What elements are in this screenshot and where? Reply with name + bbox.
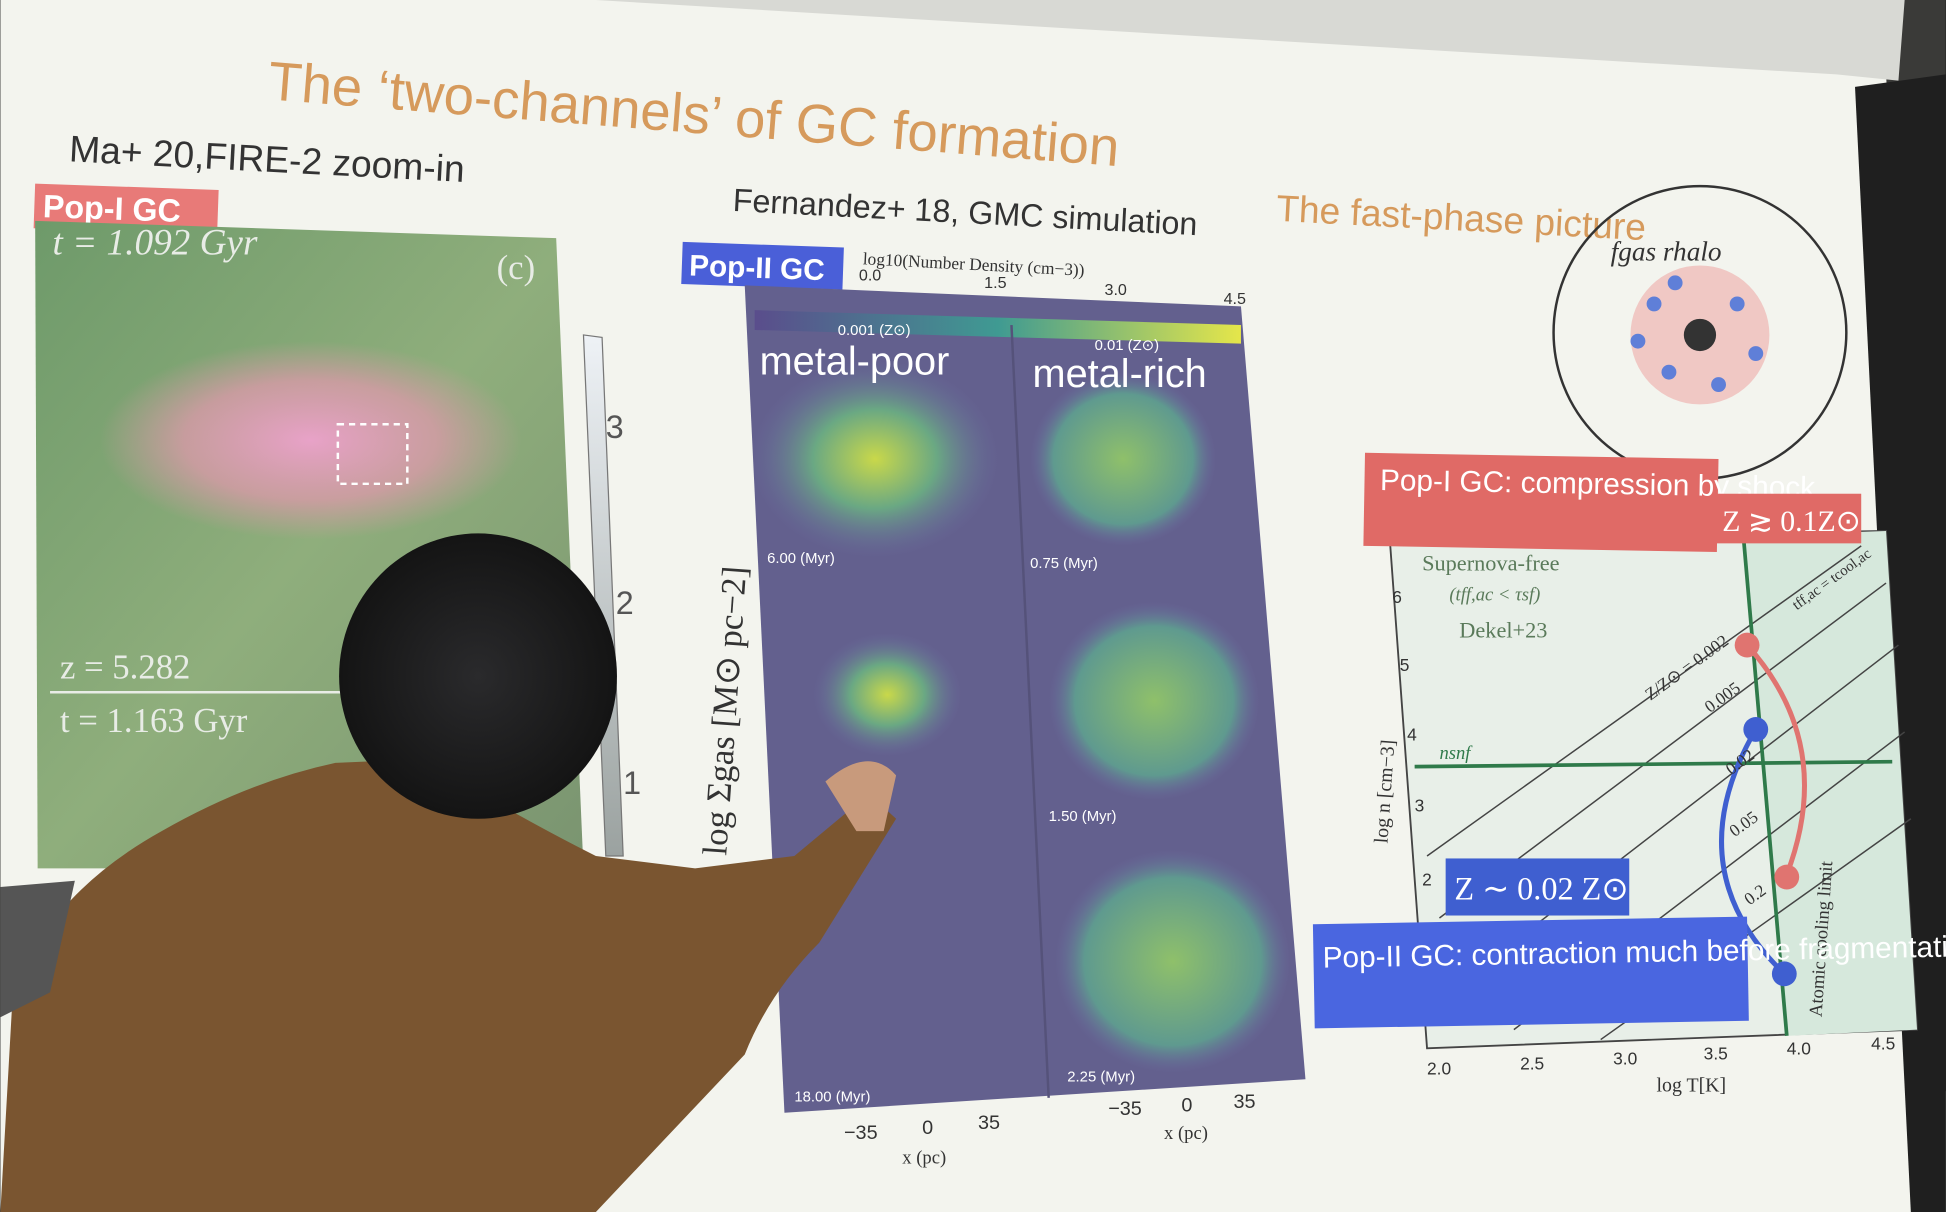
- colorbar: [754, 310, 1241, 344]
- x-label: x (pc): [1164, 1123, 1208, 1144]
- chair: [0, 880, 75, 1018]
- tag-box: [681, 241, 844, 290]
- pop1-z: Z ≳ 0.1Z⊙: [1722, 505, 1860, 538]
- gas-blob: [1048, 601, 1260, 801]
- point: [1734, 632, 1760, 658]
- clump: [1661, 364, 1677, 380]
- x-tick: 2.0: [1427, 1058, 1451, 1078]
- time-label: 18.00 (Myr): [794, 1090, 870, 1106]
- colorbar-tick: 2: [616, 585, 634, 621]
- pop2-arrow: [1719, 728, 1787, 976]
- x-tick: −35: [1108, 1098, 1142, 1120]
- nsnf-label: nsnf: [1439, 743, 1473, 764]
- presenter-hand: [825, 761, 897, 832]
- gas-blob: [1054, 849, 1291, 1074]
- clump: [1748, 346, 1764, 361]
- x-tick: 4.0: [1787, 1038, 1811, 1058]
- y-tick: 5: [1400, 655, 1410, 675]
- time-bottom: t = 1.163 Gyr: [60, 701, 248, 740]
- gas-blob: [812, 632, 962, 757]
- x-tick: 0: [922, 1117, 933, 1139]
- x-tick: 35: [1234, 1091, 1256, 1113]
- y-tick: 6: [1392, 587, 1402, 607]
- x-tick: 3.5: [1704, 1043, 1728, 1063]
- time-label: 6.00 (Myr): [767, 551, 835, 567]
- clump: [1630, 333, 1646, 349]
- halo-label: fgas rhalo: [1611, 237, 1722, 267]
- clumps: [1630, 275, 1764, 393]
- pop2-z-box: [1445, 858, 1630, 916]
- x-label: x (pc): [902, 1148, 946, 1169]
- clump: [1667, 275, 1683, 291]
- colorbar-tick: 4.5: [1224, 290, 1246, 308]
- point: [1774, 864, 1800, 890]
- clump: [1729, 296, 1745, 312]
- gas-blob: [750, 359, 1000, 559]
- cooling-limit-line: [1741, 535, 1789, 1037]
- column-label: metal-rich: [1033, 352, 1207, 396]
- clump: [1646, 296, 1662, 312]
- x-tick: 4.5: [1871, 1033, 1895, 1053]
- point: [1771, 961, 1797, 987]
- colorbar-tick: 3.0: [1104, 281, 1126, 299]
- time-top: t = 1.092 Gyr: [53, 222, 258, 263]
- gas-blob: [1030, 372, 1217, 546]
- pop2-box: [1312, 916, 1749, 1029]
- region-label: Supernova-free: [1422, 551, 1560, 576]
- panel-label: (c): [497, 248, 536, 287]
- metallicity: 0.01 (Z⊙): [1095, 338, 1160, 354]
- point: [1743, 717, 1769, 742]
- colorbar-tick: 1.5: [984, 274, 1006, 292]
- x-tick: 2.5: [1520, 1053, 1544, 1073]
- core: [1683, 318, 1717, 352]
- x-label: log T[K]: [1657, 1075, 1727, 1097]
- time-label: 1.50 (Myr): [1049, 809, 1117, 825]
- column-label: metal-poor: [760, 340, 950, 384]
- pop1-box: [1363, 452, 1719, 552]
- presenter-head: [339, 533, 617, 819]
- x-tick: 3.0: [1613, 1048, 1637, 1068]
- x-tick: 0: [1181, 1095, 1192, 1117]
- colorbar-tick: 3: [606, 409, 624, 445]
- screen-border: [1855, 74, 1946, 1212]
- y-tick: 4: [1407, 725, 1417, 745]
- region-condition: (tff,ac < τsf): [1449, 584, 1540, 605]
- zoom-box: [336, 423, 409, 486]
- track-line: [1426, 545, 1862, 857]
- metallicity: 0.001 (Z⊙): [838, 323, 911, 339]
- y-tick: 2: [1422, 870, 1432, 890]
- pop1-z-box: [1712, 493, 1862, 544]
- x-tick: −35: [844, 1122, 878, 1144]
- pop1-arrow: [1745, 643, 1807, 876]
- reference: Dekel+23: [1459, 618, 1547, 643]
- screen-top: [595, 0, 1905, 81]
- pop2-z: Z ∼ 0.02 Z⊙: [1454, 870, 1628, 906]
- presenter-shirt: [0, 759, 897, 1212]
- time-label: 2.25 (Myr): [1067, 1070, 1135, 1086]
- divider: [1010, 324, 1050, 1098]
- nsnf-line: [1414, 759, 1893, 769]
- tag-box: [33, 183, 219, 235]
- time-label: 0.75 (Myr): [1030, 556, 1098, 572]
- redshift: z = 5.282: [60, 648, 190, 687]
- gas-blob: [99, 341, 522, 540]
- middle-tag: Pop-II GC: [689, 249, 826, 287]
- y-tick: 3: [1415, 795, 1425, 815]
- colorbar-tick: 1: [623, 765, 641, 801]
- colorbar-tick: 0.0: [859, 266, 881, 284]
- x-tick: 35: [978, 1112, 1000, 1134]
- clump: [1711, 377, 1727, 393]
